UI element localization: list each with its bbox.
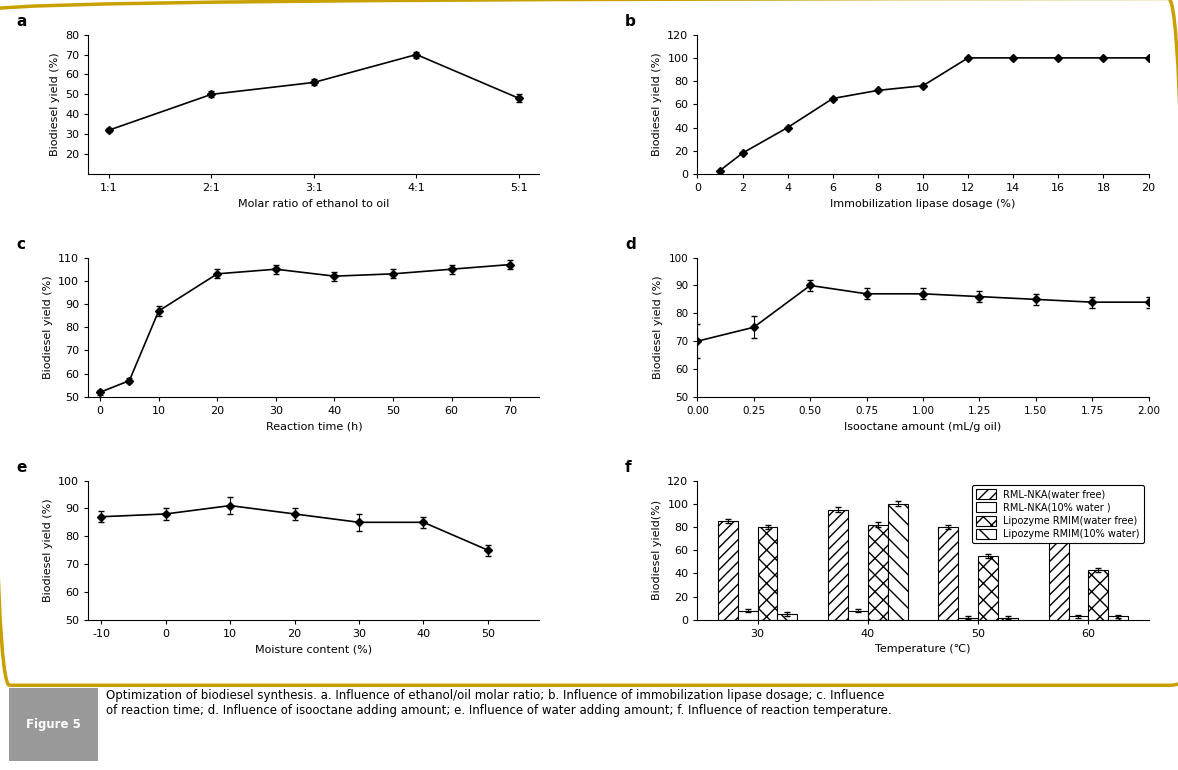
Bar — [1068, 616, 1088, 620]
FancyBboxPatch shape — [9, 688, 98, 761]
Y-axis label: Biodiesel yield (%): Biodiesel yield (%) — [42, 276, 53, 379]
X-axis label: Moisture content (%): Moisture content (%) — [256, 644, 372, 654]
Bar — [1048, 527, 1068, 620]
Text: d: d — [626, 237, 636, 253]
Bar — [828, 510, 848, 620]
Text: f: f — [626, 460, 631, 475]
Y-axis label: Biodiesel yield(%): Biodiesel yield(%) — [651, 500, 662, 601]
Bar — [757, 527, 777, 620]
Text: b: b — [626, 15, 636, 29]
Bar — [888, 504, 907, 620]
X-axis label: Temperature (℃): Temperature (℃) — [875, 644, 971, 654]
Bar — [717, 521, 737, 620]
Bar — [1108, 616, 1129, 620]
Bar — [958, 618, 978, 620]
Bar — [777, 614, 798, 620]
Bar — [848, 611, 868, 620]
X-axis label: Reaction time (h): Reaction time (h) — [265, 421, 363, 431]
Bar — [939, 527, 958, 620]
Bar — [978, 556, 998, 620]
Text: Optimization of biodiesel synthesis. a. Influence of ethanol/oil molar ratio; b.: Optimization of biodiesel synthesis. a. … — [106, 689, 892, 717]
Y-axis label: Biodiesel yield (%): Biodiesel yield (%) — [49, 52, 60, 156]
X-axis label: Immobilization lipase dosage (%): Immobilization lipase dosage (%) — [830, 199, 1015, 209]
X-axis label: Isooctane amount (mL/g oil): Isooctane amount (mL/g oil) — [845, 421, 1001, 431]
Text: Figure 5: Figure 5 — [26, 718, 81, 731]
Text: a: a — [16, 15, 27, 29]
Y-axis label: Biodiesel yield (%): Biodiesel yield (%) — [42, 498, 53, 602]
X-axis label: Molar ratio of ethanol to oil: Molar ratio of ethanol to oil — [238, 199, 390, 209]
Bar — [998, 618, 1018, 620]
Y-axis label: Biodiesel yield (%): Biodiesel yield (%) — [653, 276, 663, 379]
Text: e: e — [16, 460, 27, 475]
Y-axis label: Biodiesel yield (%): Biodiesel yield (%) — [651, 52, 662, 156]
Text: c: c — [16, 237, 25, 253]
Bar — [1088, 570, 1108, 620]
Legend: RML-NKA(water free), RML-NKA(10% water ), Lipozyme RMIM(water free), Lipozyme RM: RML-NKA(water free), RML-NKA(10% water )… — [972, 485, 1144, 543]
Bar — [868, 524, 888, 620]
Bar — [737, 611, 757, 620]
